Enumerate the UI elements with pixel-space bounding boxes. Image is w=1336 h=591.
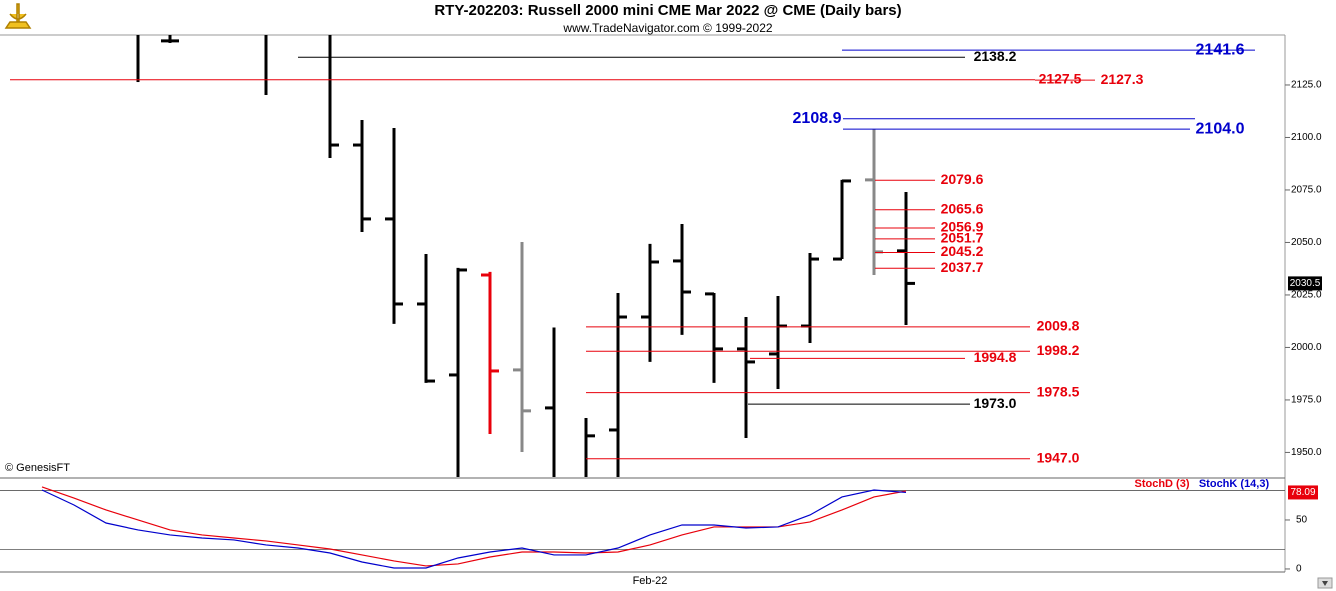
level-label: 2141.6 xyxy=(1196,41,1245,58)
logo xyxy=(4,3,32,29)
last-value-box xyxy=(1288,485,1318,500)
last-value-label: 78.09 xyxy=(1290,487,1315,498)
y-tick-label: 2025.0 xyxy=(1291,290,1322,301)
level-label: 2127.3 xyxy=(1101,71,1144,87)
level-label: 1978.5 xyxy=(1037,383,1080,399)
level-label: 2037.7 xyxy=(941,259,984,275)
legend-entry: StochK (14,3) xyxy=(1199,478,1270,490)
y-tick-label: 1975.0 xyxy=(1291,395,1322,406)
level-label: 1973.0 xyxy=(974,395,1017,411)
level-label: 2056.9 xyxy=(941,219,984,235)
x-label: Feb-22 xyxy=(633,575,668,587)
legend-entry: StochD (3) xyxy=(1135,478,1190,490)
level-label: 1947.0 xyxy=(1037,449,1080,465)
level-label: 2065.6 xyxy=(941,200,984,216)
y-tick-label: 2050.0 xyxy=(1291,237,1322,248)
level-label: 2051.7 xyxy=(941,230,984,246)
price-plot xyxy=(136,35,915,477)
y-tick-label: 2125.0 xyxy=(1291,80,1322,91)
level-label: 2138.2 xyxy=(974,48,1017,64)
level-label: 2104.0 xyxy=(1196,120,1245,137)
level-label: 2079.6 xyxy=(941,171,984,187)
level-label: 1998.2 xyxy=(1037,342,1080,358)
last-price-label: 2030.5 xyxy=(1290,278,1321,289)
stoch-line xyxy=(41,489,907,569)
y-tick-label: 2075.0 xyxy=(1291,185,1322,196)
level-label: 2127.5 xyxy=(1039,70,1082,86)
level-label: 2108.9 xyxy=(793,110,842,127)
level-label: 2045.2 xyxy=(941,243,984,259)
scrollbar[interactable] xyxy=(1317,577,1333,589)
watermark: © GenesisFT xyxy=(5,462,70,474)
subtitle: www.TradeNavigator.com © 1999-2022 xyxy=(562,21,772,35)
y-tick-label: 0 xyxy=(1296,564,1302,575)
last-price-box xyxy=(1288,276,1322,291)
y-tick-label: 2000.0 xyxy=(1291,342,1322,353)
y-tick-label: 2100.0 xyxy=(1291,132,1322,143)
level-label: 2009.8 xyxy=(1037,318,1080,334)
y-tick-label: 50 xyxy=(1296,515,1308,526)
y-tick-label: 1950.0 xyxy=(1291,447,1322,458)
title: RTY-202203: Russell 2000 mini CME Mar 20… xyxy=(434,2,901,19)
level-label: 1994.8 xyxy=(974,349,1017,365)
